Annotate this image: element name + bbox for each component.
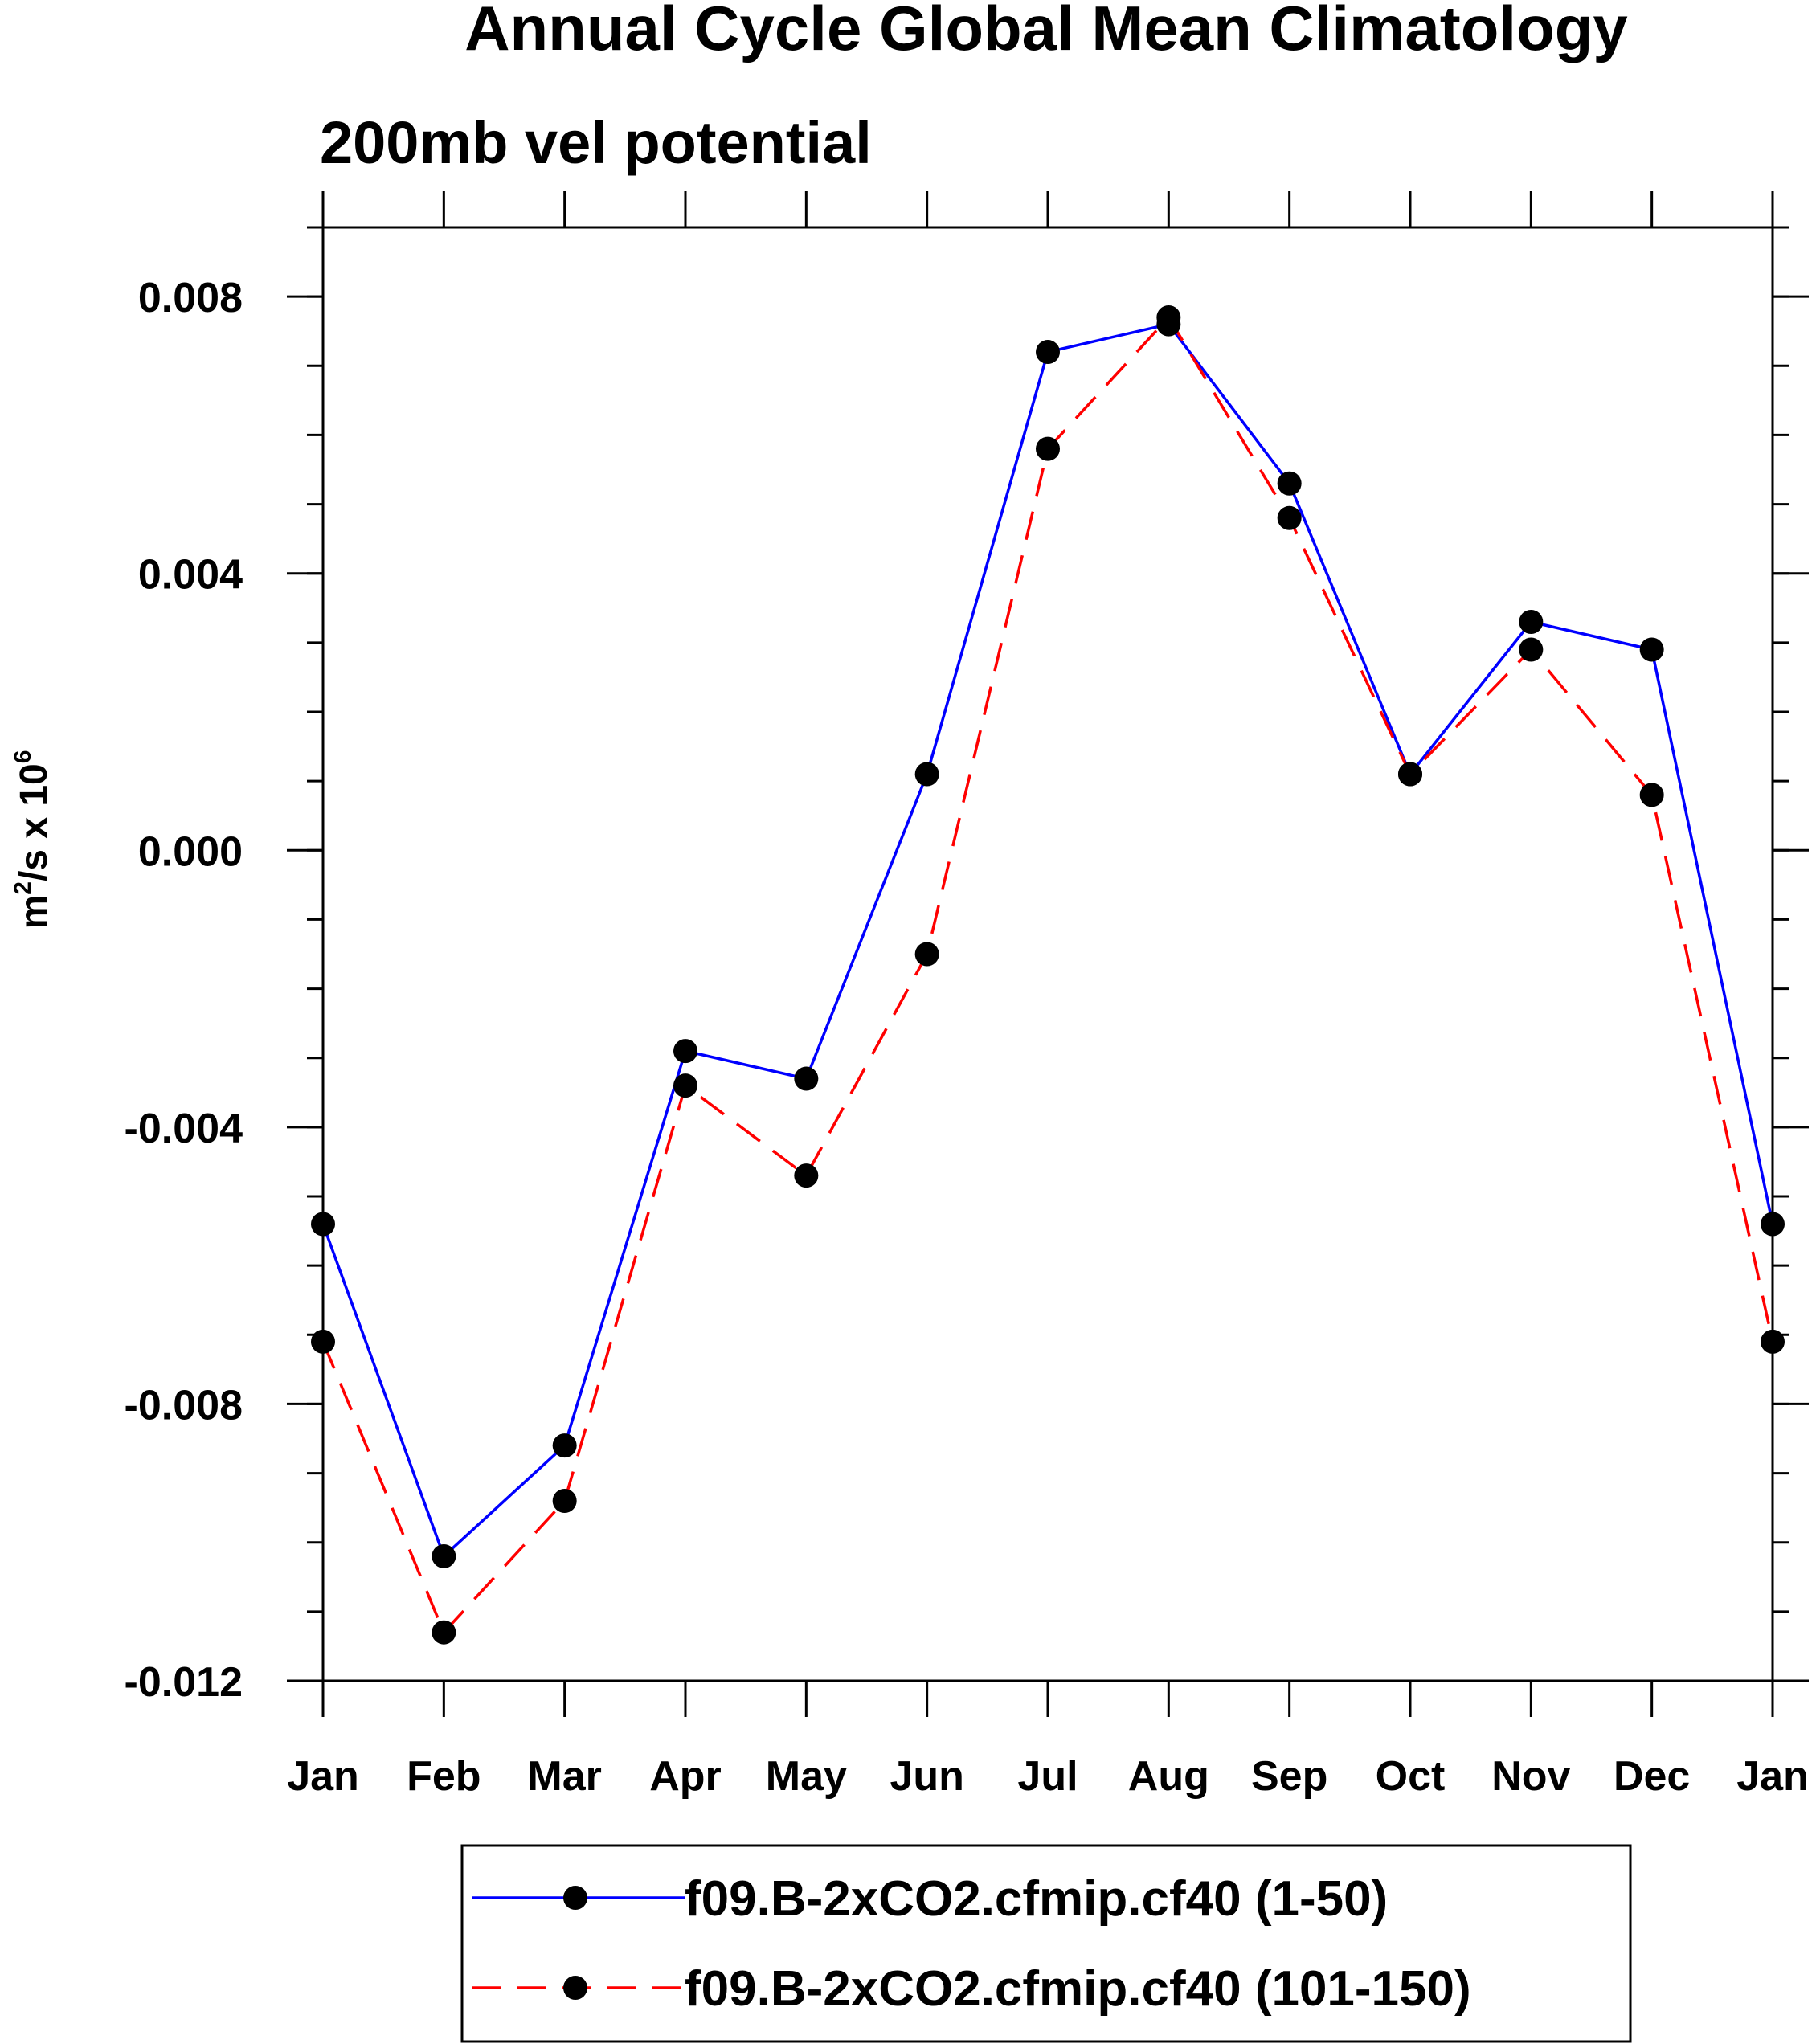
data-point-series-1	[311, 1212, 335, 1237]
data-point-series-2	[432, 1620, 456, 1645]
data-point-series-1	[432, 1543, 456, 1568]
data-point-series-2	[1519, 637, 1544, 662]
legend-marker-series-2	[563, 1976, 587, 2000]
data-point-series-1	[914, 762, 939, 787]
x-tick-label: Mar	[527, 1753, 601, 1800]
data-point-series-1	[1519, 610, 1544, 635]
data-point-series-1	[794, 1066, 819, 1091]
data-point-series-1	[1036, 340, 1060, 365]
axes: -0.012 -0.008 -0.004 0.000 0.004 0.008 Jan Feb M…	[125, 191, 1809, 1800]
data-point-series-2	[673, 1073, 697, 1098]
data-point-series-1	[1277, 471, 1302, 496]
data-point-series-1	[1639, 637, 1664, 662]
y-tick-label: -0.012	[125, 1659, 243, 1706]
y-axis-label: m2/s x 106	[10, 750, 55, 930]
data-point-series-2	[914, 942, 939, 967]
y-tick-label: -0.004	[125, 1106, 243, 1152]
x-tick-label: Dec	[1614, 1753, 1690, 1800]
legend-box	[460, 1844, 1632, 2043]
chart-title: Annual Cycle Global Mean Climatology	[464, 0, 1628, 63]
data-point-series-2	[1277, 505, 1302, 530]
y-tick-label: 0.008	[138, 275, 243, 321]
x-tick-label: Oct	[1376, 1753, 1446, 1800]
legend-label-series-1: f09.B-2xCO2.cfmip.cf40 (1-50)	[685, 1871, 1388, 1927]
x-tick-label: Aug	[1128, 1753, 1209, 1800]
y-tick-label: 0.004	[138, 552, 243, 599]
data-point-series-2	[1398, 762, 1422, 787]
series-line-1	[321, 322, 1774, 1560]
data-point-series-2	[1156, 305, 1181, 329]
legend-label-series-2: f09.B-2xCO2.cfmip.cf40 (101-150)	[685, 1961, 1471, 2017]
x-tick-label: Jan	[1736, 1753, 1809, 1800]
y-axis-label-sup2: 6	[10, 750, 36, 764]
data-point-series-2	[311, 1329, 335, 1354]
y-axis-label-base: m	[13, 895, 55, 930]
data-point-series-2	[552, 1489, 577, 1514]
legend: f09.B-2xCO2.cfmip.cf40 (1-50) f09.B-2xCO…	[460, 1844, 1632, 2043]
legend-marker-series-1	[563, 1886, 587, 1910]
plot-area	[311, 305, 1785, 1645]
x-tick-label: Nov	[1491, 1753, 1570, 1800]
x-tick-label: Sep	[1251, 1753, 1327, 1800]
data-point-series-2	[1036, 436, 1060, 461]
data-point-series-2	[794, 1163, 819, 1188]
x-tick-label: May	[766, 1753, 847, 1800]
y-axis-label-sup1: 2	[10, 881, 36, 895]
y-axis-label-mid: /s x 10	[13, 763, 55, 881]
x-tick-label: Jan	[287, 1753, 359, 1800]
chart-subtitle: 200mb vel potential	[320, 109, 872, 176]
series-line-2	[321, 315, 1774, 1635]
data-point-series-1	[673, 1039, 697, 1064]
x-tick-label: Apr	[649, 1753, 722, 1800]
x-tick-label: Feb	[407, 1753, 481, 1800]
x-tick-label: Jun	[890, 1753, 963, 1800]
data-point-series-1	[552, 1433, 577, 1458]
x-tick-label: Jul	[1017, 1753, 1078, 1800]
y-tick-label: 0.000	[138, 828, 243, 875]
data-point-series-2	[1639, 783, 1664, 807]
data-point-series-1	[1761, 1212, 1785, 1237]
data-point-series-2	[1761, 1329, 1785, 1354]
y-tick-label: -0.008	[125, 1382, 243, 1429]
